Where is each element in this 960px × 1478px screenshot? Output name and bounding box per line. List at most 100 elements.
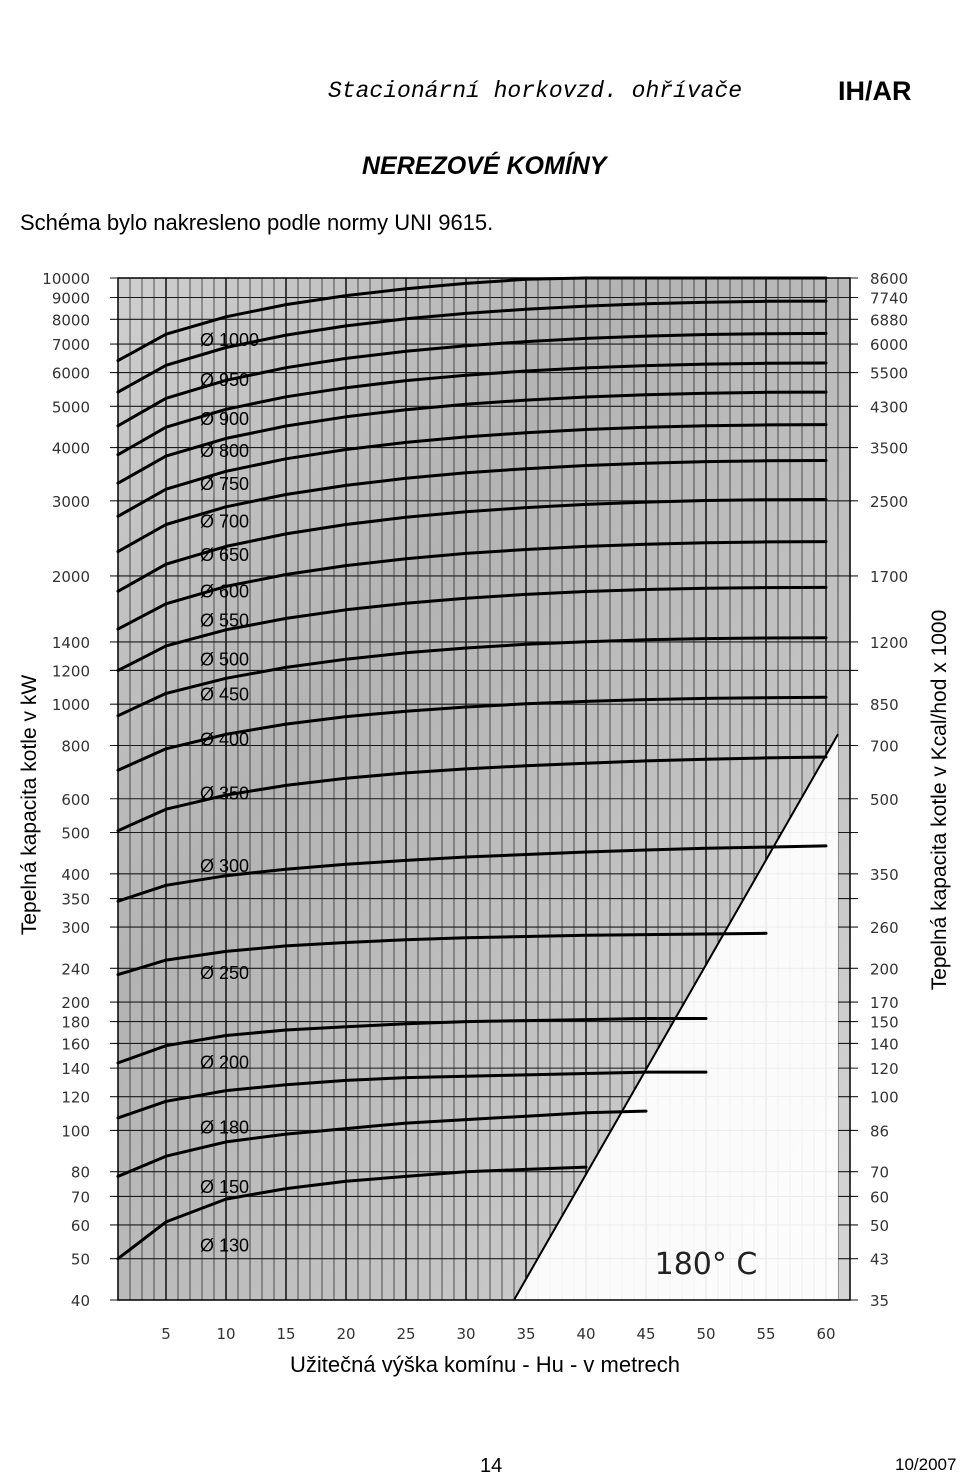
y-tick-label-right: 43 <box>870 1251 889 1269</box>
y-tick-label: 120 <box>61 1089 90 1107</box>
x-tick-label: 45 <box>636 1325 655 1343</box>
diameter-label: Ø 550 <box>200 611 249 631</box>
y-tick-label-right: 140 <box>870 1035 899 1053</box>
y-tick-label: 10000 <box>42 270 90 288</box>
diameter-label: Ø 300 <box>200 856 249 876</box>
diameter-label: Ø 180 <box>200 1118 249 1138</box>
region-label: 180° C <box>655 1247 758 1282</box>
y-tick-label: 400 <box>61 866 90 884</box>
y-tick-label: 7000 <box>52 336 90 354</box>
diameter-label: Ø 350 <box>200 784 249 804</box>
y-tick-label-right: 120 <box>870 1060 899 1078</box>
y-tick-label: 60 <box>71 1217 90 1235</box>
series-line <box>116 844 828 903</box>
series-line <box>116 276 828 363</box>
section-heading: NEREZOVÉ KOMÍNY <box>362 152 607 180</box>
norm-note: Schéma bylo nakresleno podle normy UNI 9… <box>20 210 494 235</box>
y-tick-label-right: 6000 <box>870 336 908 354</box>
diameter-label: Ø 950 <box>200 370 249 390</box>
series-line <box>116 1017 708 1065</box>
x-tick-label: 10 <box>216 1325 235 1343</box>
series-line <box>116 498 828 593</box>
y-tick-label-right: 50 <box>870 1217 889 1235</box>
y-tick-label-right: 5500 <box>870 365 908 383</box>
series-line <box>116 331 828 428</box>
x-tick-label: 5 <box>161 1325 171 1343</box>
diameter-label: Ø 250 <box>200 963 249 983</box>
series-line <box>116 1109 648 1178</box>
y-tick-label-right: 70 <box>870 1164 889 1182</box>
y-tick-label: 1000 <box>52 696 90 714</box>
y-tick-label: 300 <box>61 919 90 937</box>
series-line <box>116 695 828 772</box>
diameter-label: Ø 900 <box>200 409 249 429</box>
y-tick-label: 4000 <box>52 440 90 458</box>
series-line <box>116 755 828 833</box>
y-tick-label-right: 850 <box>870 696 899 714</box>
diameter-label: Ø 700 <box>200 511 249 531</box>
y-tick-label-right: 100 <box>870 1089 899 1107</box>
y-tick-label-right: 1700 <box>870 568 908 586</box>
x-tick-label: 60 <box>816 1325 835 1343</box>
y-tick-label-right: 170 <box>870 994 899 1012</box>
y-tick-label: 3000 <box>52 493 90 511</box>
y-tick-label-right: 7740 <box>870 290 908 308</box>
series-line <box>116 1070 708 1120</box>
y-tick-label: 80 <box>71 1164 90 1182</box>
diameter-label: Ø 200 <box>200 1053 249 1073</box>
series-line <box>116 423 828 518</box>
x-tick-label: 15 <box>276 1325 295 1343</box>
x-tick-label: 35 <box>516 1325 535 1343</box>
series-line <box>116 299 828 394</box>
x-axis-label: Užitečná výška komínu - Hu - v metrech <box>289 1352 681 1377</box>
y-tick-label-right: 2500 <box>870 493 908 511</box>
diameter-label: Ø 1000 <box>200 330 259 350</box>
y-tick-label: 5000 <box>52 398 90 416</box>
y-tick-label: 160 <box>61 1035 90 1053</box>
y-tick-label: 8000 <box>52 311 90 329</box>
y-tick-label: 180 <box>61 1014 90 1032</box>
diameter-label: Ø 800 <box>200 441 249 461</box>
document-title: Stacionární horkovzd. ohřívače <box>328 78 743 104</box>
y-tick-label: 9000 <box>52 290 90 308</box>
diameter-label: Ø 400 <box>200 730 249 750</box>
x-tick-label: 40 <box>576 1325 595 1343</box>
y-tick-label: 600 <box>61 791 90 809</box>
x-tick-label: 30 <box>456 1325 475 1343</box>
y-tick-label: 1200 <box>52 662 90 680</box>
series-line <box>116 1165 588 1261</box>
y-tick-label: 1400 <box>52 634 90 652</box>
diameter-label: Ø 650 <box>200 545 249 565</box>
y-tick-label: 350 <box>61 891 90 909</box>
footer-date: 10/2007 <box>895 1455 957 1474</box>
diameter-label: Ø 500 <box>200 650 249 670</box>
y-tick-label: 70 <box>71 1188 90 1206</box>
page-number: 14 <box>480 1455 503 1477</box>
x-tick-label: 20 <box>336 1325 355 1343</box>
diameter-label: Ø 150 <box>200 1177 249 1197</box>
y-tick-label: 2000 <box>52 568 90 586</box>
y-tick-label-right: 200 <box>870 960 899 978</box>
series-line <box>116 931 768 977</box>
x-tick-label: 25 <box>396 1325 415 1343</box>
y-tick-label: 140 <box>61 1060 90 1078</box>
y-tick-label: 240 <box>61 960 90 978</box>
series-line <box>116 540 828 631</box>
series-line <box>116 390 828 485</box>
x-tick-label: 55 <box>756 1325 775 1343</box>
y-tick-label-right: 350 <box>870 866 899 884</box>
y-axis-label-left: Tepelná kapacita kotle v kW <box>18 674 41 936</box>
plot-frame <box>117 277 851 1301</box>
y-tick-label: 50 <box>71 1251 90 1269</box>
y-tick-label-right: 6880 <box>870 311 908 329</box>
y-tick-label-right: 60 <box>870 1188 889 1206</box>
y-tick-label: 6000 <box>52 365 90 383</box>
diameter-label: Ø 450 <box>200 684 249 704</box>
series-line <box>116 459 828 554</box>
y-tick-label-right: 86 <box>870 1122 889 1140</box>
y-tick-label-right: 150 <box>870 1014 899 1032</box>
brand-code: IH/AR <box>838 76 912 106</box>
y-tick-label-right: 3500 <box>870 440 908 458</box>
y-tick-label: 40 <box>71 1292 90 1310</box>
